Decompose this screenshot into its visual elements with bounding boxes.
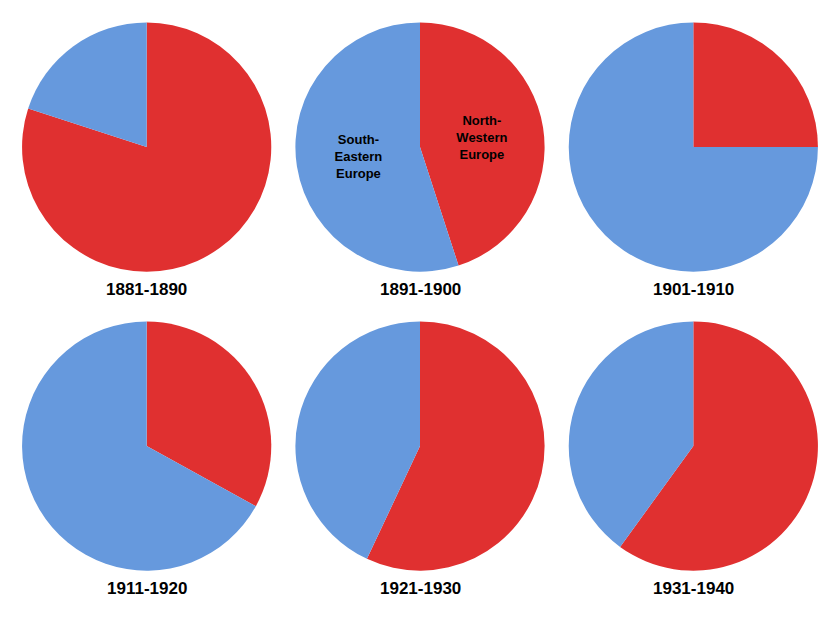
svg-text:South-EasternEurope: South-EasternEurope — [335, 132, 383, 181]
svg-text:1901-1910: 1901-1910 — [653, 280, 734, 299]
svg-text:1931-1940: 1931-1940 — [653, 579, 734, 598]
svg-text:1881-1890: 1881-1890 — [106, 280, 187, 299]
svg-text:1911-1920: 1911-1920 — [107, 579, 187, 598]
svg-text:1891-1900: 1891-1900 — [380, 280, 461, 299]
svg-text:1921-1930: 1921-1930 — [380, 579, 461, 598]
svg-text:North-WesternEurope: North-WesternEurope — [456, 113, 507, 162]
